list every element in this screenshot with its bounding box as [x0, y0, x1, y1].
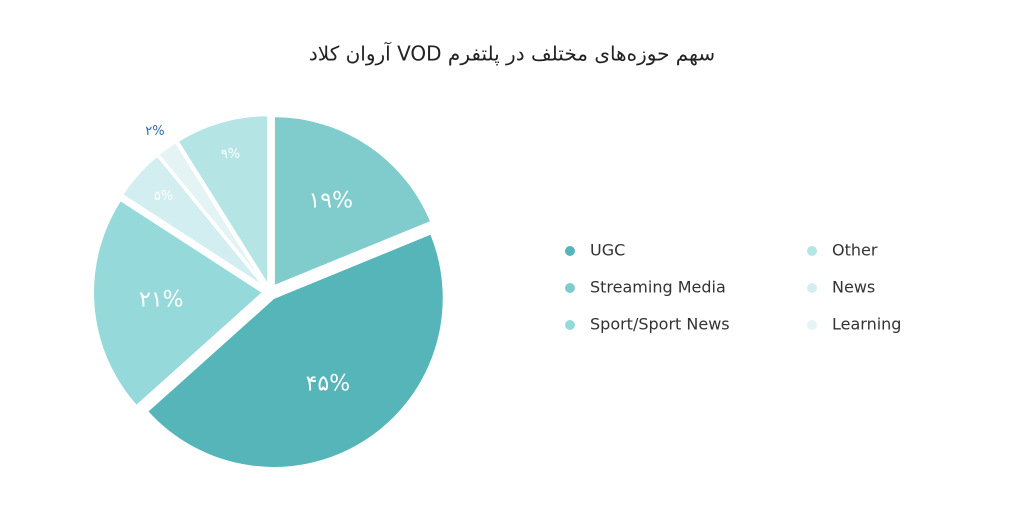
legend-marker — [565, 320, 575, 330]
legend-marker — [807, 283, 817, 293]
legend-marker — [807, 246, 817, 256]
legend-marker — [565, 283, 575, 293]
legend-label: News — [832, 278, 875, 297]
pie-slice — [157, 141, 267, 288]
pie-slice — [121, 154, 266, 289]
pie-slice — [92, 199, 265, 408]
pie-slice — [176, 114, 270, 287]
pie-slice — [146, 232, 445, 469]
data-label: ۱۹% — [308, 188, 353, 213]
data-label: ۴۵% — [306, 371, 351, 396]
legend-marker — [565, 246, 575, 256]
legend-label: UGC — [590, 241, 625, 260]
pie-slice — [272, 115, 433, 288]
data-label: ۲۱% — [139, 287, 184, 312]
data-label: ۵% — [154, 189, 173, 204]
legend-label: Other — [832, 241, 878, 260]
chart-title: سهم حوزه‌های مختلف در پلتفرم VOD آروان ک… — [309, 41, 715, 67]
data-label: ۹% — [221, 147, 240, 162]
legend-marker — [807, 320, 817, 330]
data-label: ۲% — [145, 124, 164, 139]
legend-label: Learning — [832, 315, 901, 334]
legend-label: Sport/Sport News — [590, 315, 730, 334]
legend-label: Streaming Media — [590, 278, 726, 297]
